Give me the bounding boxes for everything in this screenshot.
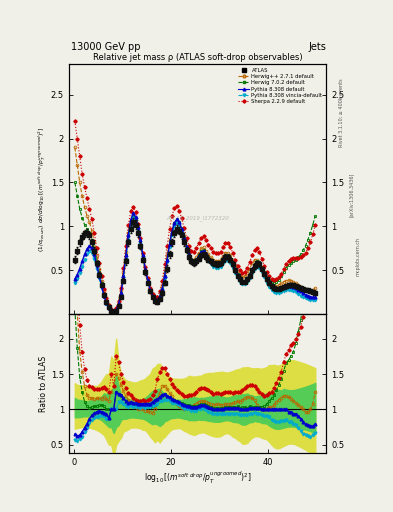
Text: [arXiv:1306.3436]: [arXiv:1306.3436] (349, 173, 354, 217)
Text: 13000 GeV pp: 13000 GeV pp (71, 42, 140, 52)
Text: Rivet 3.1.10; ≥ 400k events: Rivet 3.1.10; ≥ 400k events (339, 78, 344, 147)
Text: mcplots.cern.ch: mcplots.cern.ch (356, 237, 361, 275)
Y-axis label: $(1/\sigma_{resum})\ d\sigma/d\log_{10}[(m^{soft\ drop}/p_T^{ungroomed})^2]$: $(1/\sigma_{resum})\ d\sigma/d\log_{10}[… (37, 126, 48, 252)
Title: Relative jet mass ρ (ATLAS soft-drop observables): Relative jet mass ρ (ATLAS soft-drop obs… (93, 53, 302, 62)
Text: ATLAS_2019_I1772320: ATLAS_2019_I1772320 (166, 215, 229, 221)
Legend: ATLAS, Herwig++ 2.7.1 default, Herwig 7.0.2 default, Pythia 8.308 default, Pythi: ATLAS, Herwig++ 2.7.1 default, Herwig 7.… (237, 67, 323, 105)
Y-axis label: Ratio to ATLAS: Ratio to ATLAS (39, 355, 48, 412)
Text: Jets: Jets (309, 42, 326, 52)
X-axis label: $\log_{10}[(m^{soft\ drop}/p_T^{ungroomed})^2]$: $\log_{10}[(m^{soft\ drop}/p_T^{ungroome… (143, 470, 252, 486)
